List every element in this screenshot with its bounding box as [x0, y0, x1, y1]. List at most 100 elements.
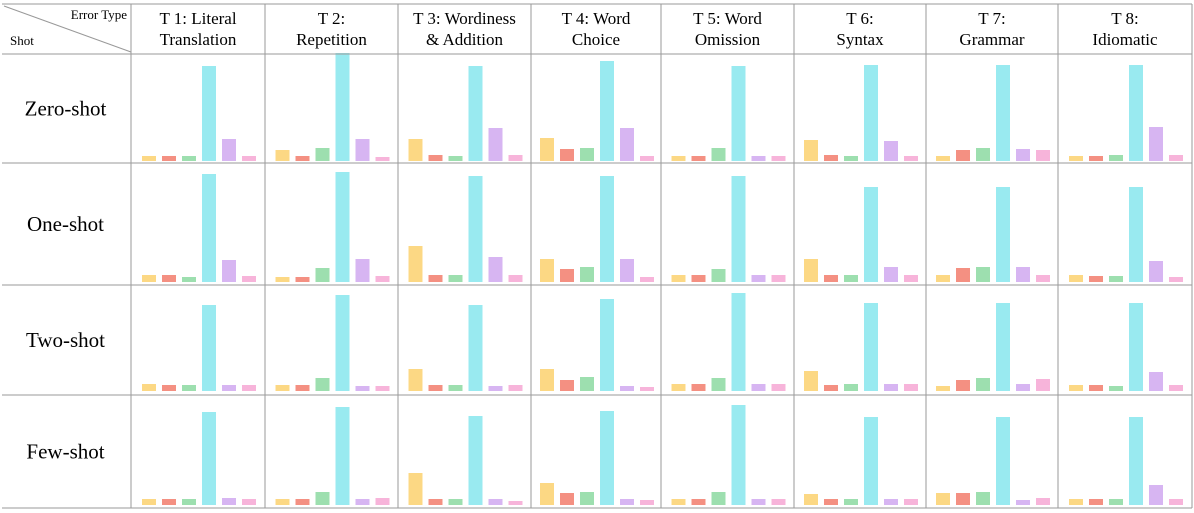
chart-cell: [142, 412, 256, 505]
bar: [864, 187, 878, 282]
bar: [771, 275, 786, 282]
bar: [976, 378, 990, 391]
chart-cell: [1069, 187, 1183, 282]
bar: [488, 257, 503, 282]
bar: [315, 268, 330, 282]
bar: [804, 259, 818, 282]
bar: [182, 277, 196, 282]
bar: [1169, 155, 1183, 161]
column-header-line1: T 8:: [1111, 9, 1139, 28]
bar: [1149, 485, 1163, 505]
bar: [540, 483, 554, 505]
bar: [295, 277, 310, 282]
chart-cell: [142, 66, 256, 161]
bar: [275, 277, 290, 282]
bar: [468, 416, 483, 505]
bar: [1169, 499, 1183, 505]
bar: [1089, 156, 1103, 161]
column-header-line2: Choice: [572, 30, 620, 49]
chart-cell: [936, 303, 1050, 391]
bar: [904, 499, 918, 505]
bar: [751, 384, 766, 391]
column-header-line1: T 5: Word: [693, 9, 762, 28]
bar: [295, 156, 310, 161]
bar: [824, 385, 838, 391]
bar: [468, 176, 483, 282]
bar: [956, 268, 970, 282]
chart-cell: [540, 61, 654, 161]
bar: [428, 499, 443, 505]
chart-cell: [804, 303, 918, 391]
bar: [202, 174, 216, 282]
bar: [408, 246, 423, 282]
bar: [428, 385, 443, 391]
bar: [1036, 498, 1050, 505]
bar: [162, 275, 176, 282]
bar: [620, 259, 634, 282]
bar: [904, 156, 918, 161]
bar: [600, 176, 614, 282]
bar: [202, 66, 216, 161]
bar: [142, 156, 156, 161]
chart-cell: [540, 176, 654, 282]
bar: [884, 267, 898, 282]
bar: [884, 141, 898, 161]
bar: [182, 156, 196, 161]
bar: [408, 369, 423, 391]
bar: [1089, 499, 1103, 505]
bar: [884, 384, 898, 391]
chart-cell: [408, 416, 523, 505]
bar: [448, 499, 463, 505]
bar: [691, 156, 706, 161]
bar: [222, 385, 236, 391]
bar: [956, 493, 970, 505]
bar: [804, 140, 818, 161]
bar: [1069, 499, 1083, 505]
bar: [508, 385, 523, 391]
bar: [508, 501, 523, 505]
bar: [640, 387, 654, 391]
bar: [448, 385, 463, 391]
bar: [335, 407, 350, 505]
bar: [1016, 149, 1030, 161]
chart-cell: [936, 65, 1050, 161]
row-header-label: Two-shot: [26, 328, 105, 352]
bar: [1069, 275, 1083, 282]
bar: [1149, 372, 1163, 391]
bar: [222, 260, 236, 282]
chart-cells: [142, 53, 1183, 505]
bar: [804, 494, 818, 505]
bar: [620, 128, 634, 161]
bar: [976, 148, 990, 161]
bar: [620, 386, 634, 391]
bar: [295, 385, 310, 391]
corner-header: Error Type Shot: [3, 5, 132, 53]
bar: [751, 499, 766, 505]
bar: [182, 499, 196, 505]
bar: [375, 498, 390, 505]
bar: [162, 499, 176, 505]
bar: [1129, 303, 1143, 391]
bar: [355, 386, 370, 391]
bar: [1016, 267, 1030, 282]
bar: [996, 187, 1010, 282]
bar: [751, 156, 766, 161]
bar: [275, 499, 290, 505]
bar: [1089, 276, 1103, 282]
bar: [844, 275, 858, 282]
bar: [222, 139, 236, 161]
bar: [1129, 187, 1143, 282]
bar: [671, 156, 686, 161]
bar: [448, 275, 463, 282]
bar: [1069, 156, 1083, 161]
bar: [408, 473, 423, 505]
bar: [488, 128, 503, 161]
bar: [295, 499, 310, 505]
bar: [1129, 417, 1143, 505]
chart-cell: [804, 65, 918, 161]
bar: [1109, 155, 1123, 161]
row-headers: Zero-shot One-shot Two-shot Few-shot: [25, 97, 107, 464]
bar: [956, 380, 970, 391]
row-header-label: Zero-shot: [25, 97, 107, 121]
